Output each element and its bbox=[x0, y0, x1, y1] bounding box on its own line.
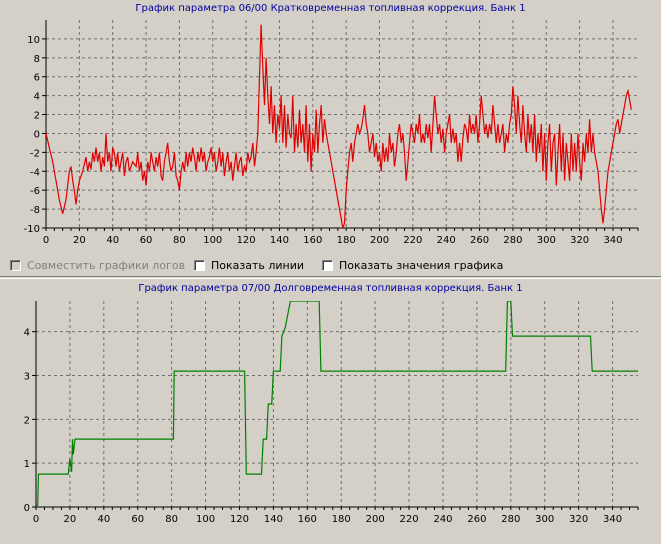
series-line bbox=[36, 301, 638, 507]
plot-background bbox=[36, 301, 638, 507]
combine-logs-label: Совместить графики логов bbox=[27, 259, 186, 272]
x-tick-label: 260 bbox=[470, 235, 489, 246]
x-tick-label: 100 bbox=[203, 235, 222, 246]
show-values-checkbox[interactable] bbox=[322, 260, 333, 271]
x-tick-label: 20 bbox=[64, 514, 77, 525]
x-tick-label: 260 bbox=[467, 514, 486, 525]
x-tick-label: 80 bbox=[165, 514, 178, 525]
x-tick-label: 40 bbox=[106, 235, 119, 246]
x-tick-label: 140 bbox=[264, 514, 283, 525]
y-tick-label: 4 bbox=[34, 92, 40, 103]
y-tick-label: 8 bbox=[34, 54, 40, 65]
x-tick-label: 180 bbox=[332, 514, 351, 525]
x-tick-label: 340 bbox=[603, 514, 622, 525]
chart-plot-area: 0 20 40 60 80 100 120 140 160 180 200 220 240 260 280 3… bbox=[24, 301, 639, 525]
x-tick-label: 220 bbox=[403, 235, 422, 246]
x-tick-label: 160 bbox=[303, 235, 322, 246]
x-tick-label: 0 bbox=[43, 235, 49, 246]
chart-title: График параметра 06/00 Кратковременная т… bbox=[135, 3, 526, 14]
long-term-fuel-trim-chart: График параметра 07/00 Долговременная то… bbox=[0, 278, 661, 544]
x-tick-label: 100 bbox=[196, 514, 215, 525]
y-tick-label: 2 bbox=[34, 111, 40, 122]
y-tick-label: 0 bbox=[24, 503, 30, 514]
x-tick-label: 280 bbox=[503, 235, 522, 246]
show-lines-checkbox[interactable] bbox=[194, 260, 205, 271]
x-tick-label: 60 bbox=[131, 514, 144, 525]
y-tick-label: -2 bbox=[30, 148, 40, 159]
y-tick-label: 10 bbox=[27, 35, 40, 46]
x-tick-label: 200 bbox=[370, 235, 389, 246]
y-tick-label: -6 bbox=[30, 186, 40, 197]
x-tick-label: 60 bbox=[140, 235, 153, 246]
show-lines-option[interactable]: Показать линии bbox=[194, 259, 304, 272]
combine-logs-checkbox[interactable] bbox=[10, 260, 21, 271]
x-tick-label: 40 bbox=[97, 514, 110, 525]
chart-title: График параметра 07/00 Долговременная то… bbox=[138, 283, 523, 294]
chart-options-bar: Совместить графики логов Показать линии … bbox=[0, 256, 661, 276]
x-tick-label: 20 bbox=[73, 235, 86, 246]
y-tick-label: -8 bbox=[30, 205, 40, 216]
y-tick-label: 4 bbox=[24, 328, 30, 339]
short-term-fuel-trim-chart: График параметра 06/00 Кратковременная т… bbox=[0, 0, 661, 256]
y-tick-label: 2 bbox=[24, 415, 30, 426]
y-tick-label: 6 bbox=[34, 73, 40, 84]
series-line bbox=[46, 24, 632, 228]
x-tick-label: 0 bbox=[33, 514, 39, 525]
show-values-option[interactable]: Показать значения графика bbox=[322, 259, 503, 272]
separator bbox=[0, 276, 661, 277]
chart-plot-area: 0 20 40 60 80 100 120 140 160 180 200 220 240 260 280 3… bbox=[24, 20, 639, 246]
x-tick-label: 140 bbox=[270, 235, 289, 246]
x-tick-label: 120 bbox=[237, 235, 256, 246]
combine-logs-option: Совместить графики логов bbox=[10, 259, 185, 272]
show-values-label: Показать значения графика bbox=[339, 259, 504, 272]
x-tick-label: 160 bbox=[298, 514, 317, 525]
x-tick-label: 220 bbox=[400, 514, 419, 525]
x-tick-label: 300 bbox=[537, 235, 556, 246]
y-tick-label: 3 bbox=[24, 372, 30, 383]
x-tick-label: 200 bbox=[366, 514, 385, 525]
x-tick-label: 320 bbox=[570, 235, 589, 246]
y-tick-label: 0 bbox=[34, 129, 40, 140]
plot-background bbox=[46, 20, 638, 228]
y-tick-label: -4 bbox=[30, 167, 40, 178]
x-tick-label: 120 bbox=[230, 514, 249, 525]
x-tick-label: 320 bbox=[569, 514, 588, 525]
y-tick-label: -10 bbox=[24, 224, 40, 235]
x-tick-label: 80 bbox=[173, 235, 186, 246]
y-tick-label: 1 bbox=[24, 459, 30, 470]
x-tick-label: 240 bbox=[433, 514, 452, 525]
x-tick-label: 300 bbox=[535, 514, 554, 525]
show-lines-label: Показать линии bbox=[211, 259, 305, 272]
x-tick-label: 280 bbox=[501, 514, 520, 525]
x-tick-label: 240 bbox=[437, 235, 456, 246]
x-tick-label: 180 bbox=[337, 235, 356, 246]
x-tick-label: 340 bbox=[603, 235, 622, 246]
